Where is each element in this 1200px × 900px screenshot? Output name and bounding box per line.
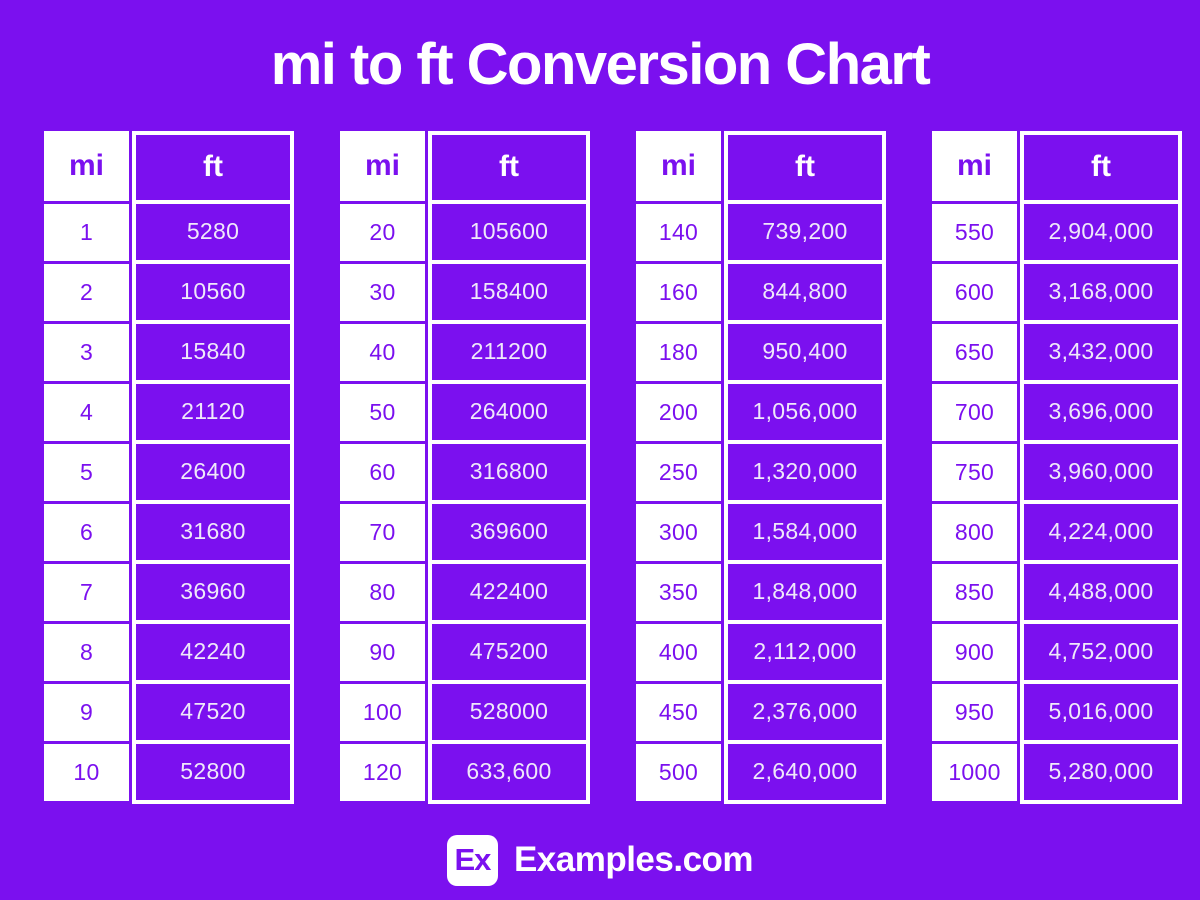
mi-value-cell: 30 — [340, 263, 428, 324]
mi-value-cell: 6 — [44, 503, 132, 564]
mi-value-cell: 5 — [44, 443, 132, 504]
logo-text: Ex — [454, 842, 491, 878]
mi-value-cell: 120 — [340, 743, 428, 804]
mi-value-cell: 250 — [636, 443, 724, 504]
ft-value-cell: 422400 — [428, 563, 590, 624]
mi-value-cell: 70 — [340, 503, 428, 564]
mi-header-cell: mi — [44, 130, 132, 204]
ft-header-cell: ft — [724, 130, 886, 204]
ft-value-cell: 21120 — [132, 383, 294, 444]
ft-header-cell: ft — [428, 130, 590, 204]
mi-value-cell: 180 — [636, 323, 724, 384]
ft-value-cell: 3,432,000 — [1020, 323, 1182, 384]
mi-value-cell: 650 — [932, 323, 1020, 384]
ft-value-cell: 844,800 — [724, 263, 886, 324]
ft-value-cell: 5,016,000 — [1020, 683, 1182, 744]
ft-value-cell: 1,848,000 — [724, 563, 886, 624]
ft-value-cell: 36960 — [132, 563, 294, 624]
mi-value-cell: 2 — [44, 263, 132, 324]
mi-value-cell: 7 — [44, 563, 132, 624]
ft-value-cell: 10560 — [132, 263, 294, 324]
ft-value-cell: 528000 — [428, 683, 590, 744]
mi-value-cell: 500 — [636, 743, 724, 804]
ft-value-cell: 2,376,000 — [724, 683, 886, 744]
ft-value-cell: 47520 — [132, 683, 294, 744]
mi-value-cell: 100 — [340, 683, 428, 744]
ft-value-cell: 52800 — [132, 743, 294, 804]
mi-value-cell: 160 — [636, 263, 724, 324]
mi-value-cell: 350 — [636, 563, 724, 624]
mi-header-cell: mi — [340, 130, 428, 204]
mi-value-cell: 750 — [932, 443, 1020, 504]
ft-value-cell: 475200 — [428, 623, 590, 684]
site-name: Examples.com — [513, 840, 754, 880]
mi-value-cell: 3 — [44, 323, 132, 384]
mi-value-cell: 90 — [340, 623, 428, 684]
mi-value-cell: 300 — [636, 503, 724, 564]
mi-value-cell: 450 — [636, 683, 724, 744]
ft-value-cell: 31680 — [132, 503, 294, 564]
footer-brand: Ex Examples.com — [0, 834, 1200, 886]
mi-value-cell: 40 — [340, 323, 428, 384]
ft-value-cell: 316800 — [428, 443, 590, 504]
ft-value-cell: 26400 — [132, 443, 294, 504]
mi-value-cell: 600 — [932, 263, 1020, 324]
mi-value-cell: 8 — [44, 623, 132, 684]
conversion-tables: mi ft 1 5280 2 10560 3 15840 4 21120 5 26400 6 31680 7… — [0, 130, 1200, 804]
conversion-table-4: mi ft 550 2,904,000 600 3,168,000 650 3,432,000… — [932, 130, 1182, 804]
mi-value-cell: 950 — [932, 683, 1020, 744]
ft-value-cell: 4,752,000 — [1020, 623, 1182, 684]
ft-value-cell: 5,280,000 — [1020, 743, 1182, 804]
ft-value-cell: 211200 — [428, 323, 590, 384]
ft-value-cell: 4,224,000 — [1020, 503, 1182, 564]
page-title: mi to ft Conversion Chart — [270, 32, 931, 97]
mi-value-cell: 9 — [44, 683, 132, 744]
mi-value-cell: 4 — [44, 383, 132, 444]
ft-header-cell: ft — [132, 130, 294, 204]
mi-value-cell: 1 — [44, 203, 132, 264]
ft-header-cell: ft — [1020, 130, 1182, 204]
mi-value-cell: 50 — [340, 383, 428, 444]
mi-value-cell: 900 — [932, 623, 1020, 684]
mi-value-cell: 1000 — [932, 743, 1020, 804]
ft-value-cell: 2,904,000 — [1020, 203, 1182, 264]
ft-value-cell: 2,640,000 — [724, 743, 886, 804]
ft-value-cell: 158400 — [428, 263, 590, 324]
ft-value-cell: 15840 — [132, 323, 294, 384]
mi-value-cell: 10 — [44, 743, 132, 804]
ft-value-cell: 105600 — [428, 203, 590, 264]
ft-value-cell: 739,200 — [724, 203, 886, 264]
ft-value-cell: 3,960,000 — [1020, 443, 1182, 504]
ft-value-cell: 1,056,000 — [724, 383, 886, 444]
mi-value-cell: 80 — [340, 563, 428, 624]
examples-logo-icon: Ex — [446, 834, 498, 886]
mi-header-cell: mi — [636, 130, 724, 204]
mi-header-cell: mi — [932, 130, 1020, 204]
ft-value-cell: 950,400 — [724, 323, 886, 384]
mi-value-cell: 400 — [636, 623, 724, 684]
ft-value-cell: 3,696,000 — [1020, 383, 1182, 444]
ft-value-cell: 1,320,000 — [724, 443, 886, 504]
mi-value-cell: 200 — [636, 383, 724, 444]
conversion-table-3: mi ft 140 739,200 160 844,800 180 950,400 200 1,0… — [636, 130, 886, 804]
mi-value-cell: 700 — [932, 383, 1020, 444]
ft-value-cell: 3,168,000 — [1020, 263, 1182, 324]
mi-value-cell: 550 — [932, 203, 1020, 264]
mi-value-cell: 140 — [636, 203, 724, 264]
mi-value-cell: 60 — [340, 443, 428, 504]
mi-value-cell: 850 — [932, 563, 1020, 624]
ft-value-cell: 2,112,000 — [724, 623, 886, 684]
ft-value-cell: 5280 — [132, 203, 294, 264]
ft-value-cell: 1,584,000 — [724, 503, 886, 564]
mi-value-cell: 20 — [340, 203, 428, 264]
conversion-table-1: mi ft 1 5280 2 10560 3 15840 4 21120 5 26400 6 31680 7… — [44, 130, 294, 804]
ft-value-cell: 633,600 — [428, 743, 590, 804]
conversion-table-2: mi ft 20 105600 30 158400 40 211200 50 264000 60 31… — [340, 130, 590, 804]
ft-value-cell: 369600 — [428, 503, 590, 564]
ft-value-cell: 4,488,000 — [1020, 563, 1182, 624]
mi-value-cell: 800 — [932, 503, 1020, 564]
ft-value-cell: 42240 — [132, 623, 294, 684]
ft-value-cell: 264000 — [428, 383, 590, 444]
